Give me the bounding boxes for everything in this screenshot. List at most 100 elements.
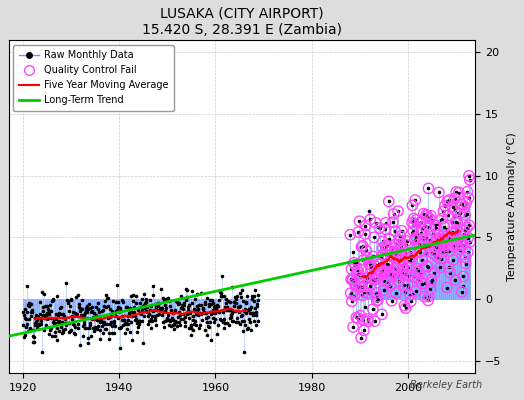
Point bbox=[60, 316, 69, 322]
Point bbox=[386, 272, 394, 278]
Point bbox=[411, 197, 419, 203]
Point bbox=[74, 321, 82, 327]
Point bbox=[176, 322, 184, 329]
Point bbox=[434, 232, 443, 238]
Point bbox=[170, 318, 179, 324]
Point bbox=[347, 266, 356, 272]
Point bbox=[228, 310, 236, 316]
Point bbox=[465, 222, 474, 228]
Point bbox=[36, 310, 45, 317]
Point bbox=[40, 290, 48, 297]
Point bbox=[228, 318, 236, 325]
Point bbox=[74, 304, 83, 310]
Point bbox=[102, 292, 111, 298]
Point bbox=[396, 233, 405, 240]
Point bbox=[348, 276, 356, 283]
Point bbox=[199, 306, 207, 313]
Point bbox=[352, 314, 361, 320]
Point bbox=[149, 282, 157, 289]
Point bbox=[24, 328, 32, 334]
Point bbox=[445, 248, 454, 254]
Point bbox=[77, 312, 85, 319]
Point bbox=[94, 323, 103, 329]
Point bbox=[385, 198, 393, 205]
Point bbox=[46, 302, 54, 309]
Point bbox=[40, 327, 48, 333]
Point bbox=[406, 249, 414, 256]
Point bbox=[189, 313, 197, 319]
Point bbox=[130, 313, 139, 319]
Point bbox=[459, 283, 467, 290]
Point bbox=[177, 316, 185, 322]
Point bbox=[401, 305, 410, 311]
Point bbox=[39, 304, 48, 311]
Point bbox=[430, 251, 438, 257]
Point bbox=[100, 319, 108, 325]
Point bbox=[406, 258, 414, 264]
Point bbox=[359, 257, 368, 263]
Point bbox=[108, 308, 116, 314]
Point bbox=[115, 309, 124, 316]
Point bbox=[438, 216, 446, 222]
Point bbox=[356, 284, 365, 290]
Point bbox=[365, 258, 373, 265]
Point bbox=[248, 309, 257, 316]
Point bbox=[408, 202, 417, 208]
Point bbox=[173, 299, 181, 306]
Point bbox=[351, 262, 359, 268]
Point bbox=[236, 313, 245, 320]
Point bbox=[361, 231, 369, 237]
Point bbox=[440, 202, 449, 208]
Point bbox=[465, 173, 473, 179]
Point bbox=[172, 298, 180, 304]
Point bbox=[226, 307, 234, 313]
Point bbox=[72, 294, 81, 300]
Point bbox=[90, 310, 98, 316]
Point bbox=[367, 261, 376, 267]
Point bbox=[51, 332, 60, 339]
Point bbox=[405, 258, 413, 264]
Point bbox=[129, 292, 137, 299]
Point bbox=[78, 305, 86, 312]
Point bbox=[248, 296, 256, 302]
Point bbox=[225, 321, 233, 328]
Point bbox=[408, 230, 416, 236]
Point bbox=[424, 297, 432, 304]
Point bbox=[249, 312, 257, 318]
Point bbox=[130, 309, 138, 315]
Point bbox=[378, 245, 387, 251]
Point bbox=[443, 198, 452, 204]
Point bbox=[461, 254, 470, 261]
Point bbox=[99, 330, 107, 336]
Point bbox=[122, 320, 130, 326]
Point bbox=[440, 232, 448, 238]
Point bbox=[42, 313, 50, 320]
Point bbox=[153, 307, 161, 313]
Point bbox=[84, 306, 92, 312]
Point bbox=[462, 200, 471, 206]
Point bbox=[139, 340, 147, 346]
Point bbox=[197, 290, 205, 296]
Point bbox=[430, 270, 439, 276]
Point bbox=[143, 303, 151, 310]
Point bbox=[158, 308, 167, 315]
Point bbox=[439, 208, 447, 214]
Point bbox=[249, 293, 258, 300]
Point bbox=[350, 293, 358, 299]
Point bbox=[387, 248, 395, 255]
Point bbox=[243, 293, 252, 300]
Point bbox=[376, 269, 385, 276]
Point bbox=[69, 318, 78, 325]
Point bbox=[138, 307, 146, 314]
Point bbox=[95, 316, 103, 323]
Point bbox=[210, 318, 218, 325]
Point bbox=[26, 326, 35, 332]
Point bbox=[427, 279, 435, 286]
Point bbox=[178, 316, 187, 322]
Point bbox=[363, 254, 372, 261]
Point bbox=[25, 316, 33, 322]
Point bbox=[353, 267, 362, 273]
Point bbox=[58, 330, 66, 336]
Point bbox=[101, 326, 110, 332]
Point bbox=[98, 308, 106, 314]
